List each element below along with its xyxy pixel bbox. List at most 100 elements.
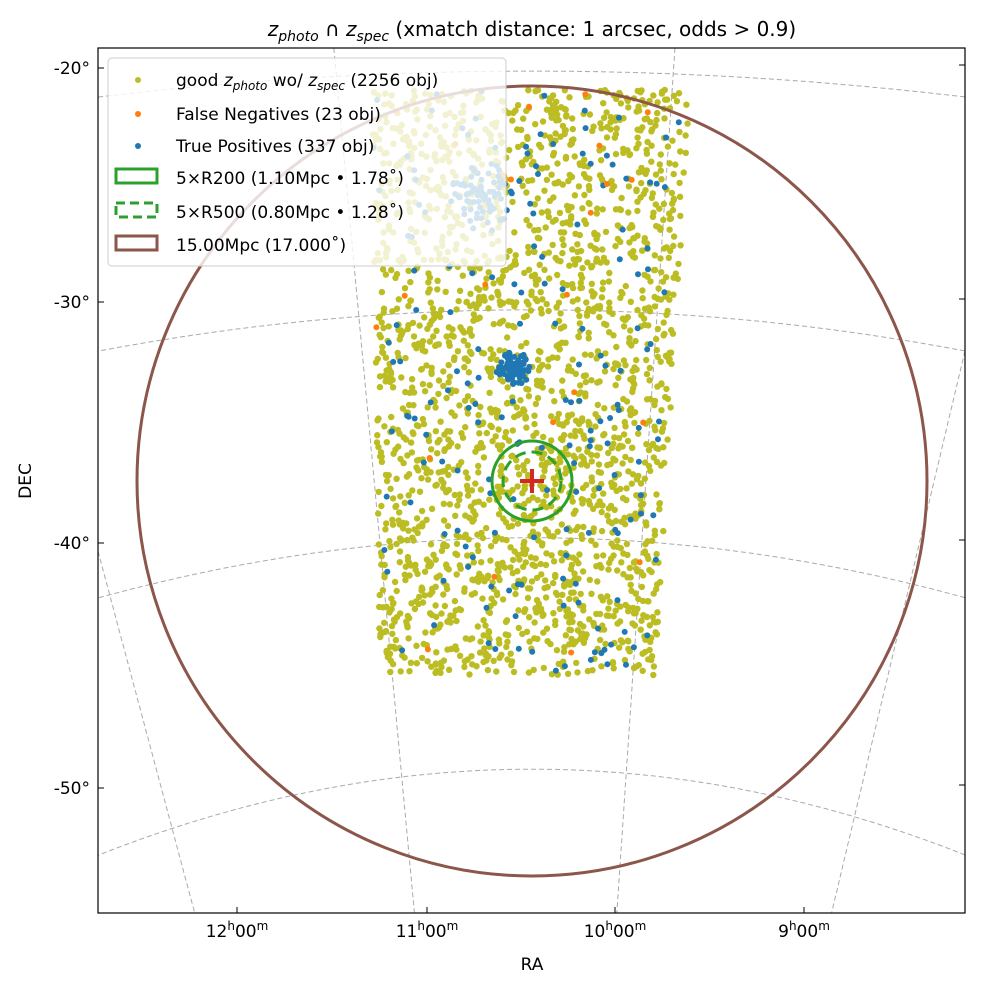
point-good-zphoto <box>456 533 463 540</box>
point-true-positive <box>587 437 594 444</box>
point-good-zphoto <box>531 412 538 419</box>
point-good-zphoto <box>540 498 547 505</box>
point-good-zphoto <box>559 220 566 227</box>
point-good-zphoto <box>520 541 527 548</box>
point-good-zphoto <box>545 307 552 315</box>
point-good-zphoto <box>411 605 419 613</box>
point-good-zphoto <box>588 590 595 597</box>
point-good-zphoto <box>620 115 627 122</box>
point-good-zphoto <box>538 209 545 216</box>
point-good-zphoto <box>437 418 444 425</box>
point-good-zphoto <box>534 195 541 202</box>
point-false-negative <box>491 573 498 580</box>
point-true-positive <box>616 114 622 121</box>
point-good-zphoto <box>535 348 543 355</box>
point-good-zphoto <box>377 334 384 341</box>
point-true-positive <box>575 599 582 606</box>
point-good-zphoto <box>639 168 646 175</box>
point-true-positive <box>517 359 523 366</box>
point-good-zphoto <box>616 644 623 651</box>
point-good-zphoto <box>460 337 467 344</box>
point-good-zphoto <box>648 128 655 135</box>
point-good-zphoto <box>513 457 520 464</box>
point-good-zphoto <box>410 333 418 340</box>
point-good-zphoto <box>643 356 650 364</box>
point-good-zphoto <box>559 279 566 287</box>
point-good-zphoto <box>477 403 484 411</box>
point-good-zphoto <box>559 377 566 384</box>
point-good-zphoto <box>443 333 450 340</box>
point-true-positive <box>510 379 517 386</box>
point-good-zphoto <box>504 334 511 341</box>
point-good-zphoto <box>393 502 400 510</box>
legend-label-r500: 5×R500 (0.80Mpc • 1.28˚) <box>176 202 404 223</box>
point-good-zphoto <box>577 382 584 389</box>
point-true-positive <box>506 587 513 594</box>
point-good-zphoto <box>405 635 412 642</box>
point-good-zphoto <box>514 483 521 490</box>
point-good-zphoto <box>626 339 633 346</box>
point-good-zphoto <box>485 653 492 660</box>
point-good-zphoto <box>400 434 407 441</box>
point-good-zphoto <box>398 330 406 337</box>
point-good-zphoto <box>650 663 658 670</box>
point-good-zphoto <box>590 123 597 130</box>
point-good-zphoto <box>526 222 533 229</box>
point-good-zphoto <box>408 449 416 456</box>
point-good-zphoto <box>401 499 408 506</box>
point-good-zphoto <box>430 551 437 558</box>
point-good-zphoto <box>581 435 588 442</box>
point-good-zphoto <box>610 440 617 448</box>
point-good-zphoto <box>375 415 382 422</box>
point-false-negative <box>424 646 431 653</box>
point-good-zphoto <box>520 511 527 519</box>
point-good-zphoto <box>382 627 390 635</box>
point-true-positive <box>507 188 514 195</box>
point-good-zphoto <box>643 146 650 154</box>
point-good-zphoto <box>566 262 573 269</box>
point-true-positive <box>638 510 644 517</box>
point-true-positive <box>475 419 482 426</box>
point-good-zphoto <box>494 567 501 574</box>
point-good-zphoto <box>675 260 682 268</box>
point-good-zphoto <box>479 595 486 602</box>
point-good-zphoto <box>427 541 435 548</box>
point-good-zphoto <box>684 120 691 127</box>
point-good-zphoto <box>551 398 558 405</box>
point-good-zphoto <box>406 668 413 675</box>
point-good-zphoto <box>480 454 488 461</box>
point-good-zphoto <box>414 529 421 537</box>
point-good-zphoto <box>593 210 600 217</box>
point-good-zphoto <box>425 279 432 286</box>
point-true-positive <box>576 397 583 404</box>
point-good-zphoto <box>401 571 408 578</box>
point-good-zphoto <box>575 333 582 341</box>
point-good-zphoto <box>512 252 519 259</box>
point-good-zphoto <box>669 206 677 214</box>
point-good-zphoto <box>559 421 566 428</box>
point-good-zphoto <box>472 448 479 455</box>
point-good-zphoto <box>379 343 386 351</box>
point-good-zphoto <box>393 475 400 482</box>
point-good-zphoto <box>540 450 548 457</box>
point-good-zphoto <box>525 393 533 400</box>
point-good-zphoto <box>486 496 493 503</box>
point-good-zphoto <box>601 405 608 412</box>
point-good-zphoto <box>557 133 564 140</box>
point-good-zphoto <box>566 94 573 101</box>
point-good-zphoto <box>658 407 665 414</box>
point-true-positive <box>656 418 662 425</box>
point-true-positive <box>499 364 505 371</box>
point-good-zphoto <box>388 606 395 613</box>
point-good-zphoto <box>525 87 532 94</box>
point-good-zphoto <box>455 297 462 305</box>
point-good-zphoto <box>559 249 566 257</box>
point-good-zphoto <box>650 266 658 274</box>
point-true-positive <box>563 552 570 559</box>
point-good-zphoto <box>476 430 483 437</box>
point-good-zphoto <box>651 293 658 301</box>
point-good-zphoto <box>506 247 513 255</box>
point-good-zphoto <box>436 436 443 444</box>
point-good-zphoto <box>523 298 530 305</box>
point-good-zphoto <box>582 372 590 379</box>
